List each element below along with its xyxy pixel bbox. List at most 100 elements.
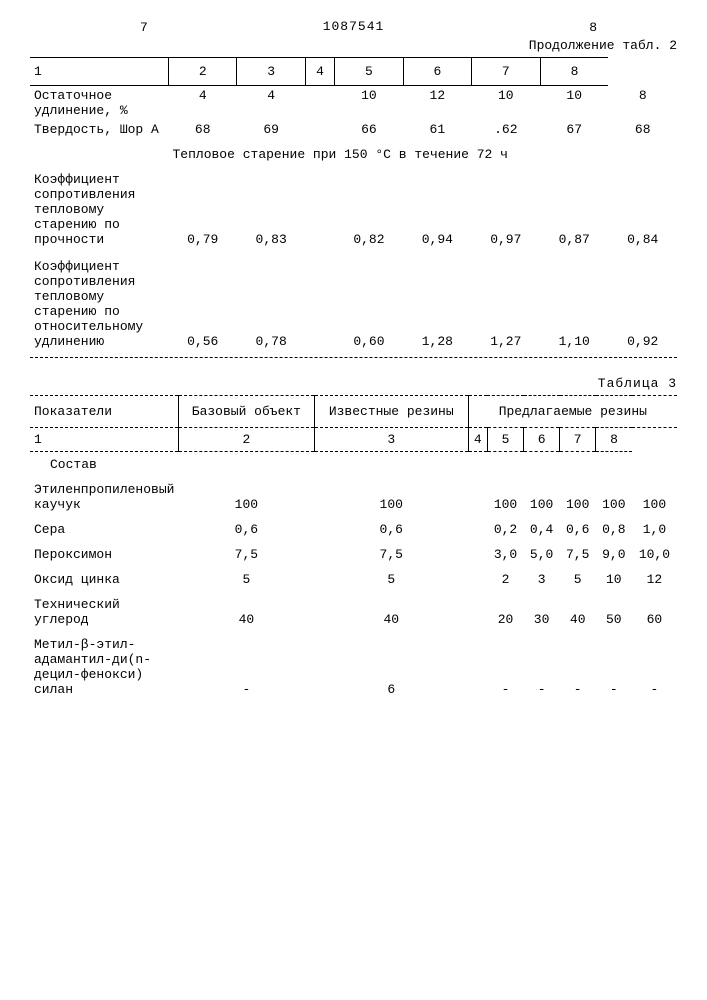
row-label: Твердость, Шор А bbox=[30, 120, 169, 139]
cell: 61 bbox=[403, 120, 471, 139]
cell: - bbox=[632, 632, 677, 702]
cell: 0,83 bbox=[237, 170, 305, 249]
cell: 0,6 bbox=[560, 517, 596, 542]
cell: 12 bbox=[632, 567, 677, 592]
t3-head-known: Известные резины bbox=[314, 396, 468, 428]
right-page-num: 8 bbox=[589, 20, 597, 35]
table-3-title: Таблица 3 bbox=[30, 376, 677, 391]
t2-col-7: 7 bbox=[472, 58, 540, 86]
t3-num-8: 8 bbox=[596, 428, 632, 452]
table-row: Сера 0,6 0,6 0,2 0,4 0,6 0,8 1,0 bbox=[30, 517, 677, 542]
section-row: Состав bbox=[30, 452, 677, 478]
cell: 0,6 bbox=[178, 517, 314, 542]
cell: 10 bbox=[540, 86, 608, 121]
t3-num-7: 7 bbox=[560, 428, 596, 452]
cell: 6 bbox=[314, 632, 468, 702]
table-3: Показатели Базовый объект Известные рези… bbox=[30, 395, 677, 702]
cell: 10 bbox=[335, 86, 403, 121]
cell: 7,5 bbox=[560, 542, 596, 567]
cell: 1,0 bbox=[632, 517, 677, 542]
cell: 12 bbox=[403, 86, 471, 121]
cell: 100 bbox=[596, 477, 632, 517]
cell: 0,82 bbox=[335, 170, 403, 249]
cell: 0,6 bbox=[314, 517, 468, 542]
cell: 0,87 bbox=[540, 170, 608, 249]
table-row: Оксид цинка 5 5 2 3 5 10 12 bbox=[30, 567, 677, 592]
cell: - bbox=[560, 632, 596, 702]
cell: 0,92 bbox=[608, 249, 677, 351]
row-label: Пероксимон bbox=[30, 542, 178, 567]
table-2-continuation: 1 2 3 4 5 6 7 8 Остаточное удлинение, % … bbox=[30, 57, 677, 351]
t3-num-3: 3 bbox=[314, 428, 468, 452]
row-label: Этиленпропиленовый каучук bbox=[30, 477, 178, 517]
row-label: Сера bbox=[30, 517, 178, 542]
cell: 1,10 bbox=[540, 249, 608, 351]
document-number: 1087541 bbox=[30, 19, 677, 34]
table-row: Пероксимон 7,5 7,5 3,0 5,0 7,5 9,0 10,0 bbox=[30, 542, 677, 567]
cell: 100 bbox=[560, 477, 596, 517]
cell: 1,28 bbox=[403, 249, 471, 351]
cell: .62 bbox=[472, 120, 540, 139]
cell bbox=[305, 86, 334, 121]
row-label: Остаточное удлинение, % bbox=[30, 86, 169, 121]
cell: 20 bbox=[487, 592, 523, 632]
heat-caption-row: Тепловое старение при 150 °С в течение 7… bbox=[30, 139, 677, 170]
t3-head-proposed: Предлагаемые резины bbox=[468, 396, 677, 428]
cell: - bbox=[524, 632, 560, 702]
cell: 1,27 bbox=[472, 249, 540, 351]
cell: 0,78 bbox=[237, 249, 305, 351]
cell: 10 bbox=[472, 86, 540, 121]
cell: 5,0 bbox=[524, 542, 560, 567]
cell: - bbox=[178, 632, 314, 702]
table-row: Коэффициент сопротивления тепловому стар… bbox=[30, 249, 677, 351]
cell: 40 bbox=[178, 592, 314, 632]
left-page-num: 7 bbox=[140, 20, 148, 35]
cell bbox=[468, 517, 487, 542]
cell: 68 bbox=[169, 120, 237, 139]
cell: 8 bbox=[608, 86, 677, 121]
t3-num-5: 5 bbox=[487, 428, 523, 452]
table-row: Метил-β-этил-адамантил-ди(n-децил-фенокс… bbox=[30, 632, 677, 702]
row-label: Технический углерод bbox=[30, 592, 178, 632]
cell: 0,94 bbox=[403, 170, 471, 249]
cell bbox=[468, 567, 487, 592]
cell: 3,0 bbox=[487, 542, 523, 567]
cell: 0,97 bbox=[472, 170, 540, 249]
table-row: Технический углерод 40 40 20 30 40 50 60 bbox=[30, 592, 677, 632]
cell: 10 bbox=[596, 567, 632, 592]
t3-head-base: Базовый объект bbox=[178, 396, 314, 428]
cell: 100 bbox=[314, 477, 468, 517]
cell bbox=[468, 477, 487, 517]
t2-col-2: 2 bbox=[169, 58, 237, 86]
cell bbox=[305, 249, 334, 351]
cell: 0,8 bbox=[596, 517, 632, 542]
t2-col-4: 4 bbox=[305, 58, 334, 86]
cell: 66 bbox=[335, 120, 403, 139]
t3-num-2: 2 bbox=[178, 428, 314, 452]
cell: 30 bbox=[524, 592, 560, 632]
cell: - bbox=[596, 632, 632, 702]
t2-col-8: 8 bbox=[540, 58, 608, 86]
cell: 100 bbox=[632, 477, 677, 517]
t2-col-3: 3 bbox=[237, 58, 305, 86]
row-label: Коэффициент сопротивления тепловому стар… bbox=[30, 170, 169, 249]
cell: 0,2 bbox=[487, 517, 523, 542]
cell: 68 bbox=[608, 120, 677, 139]
cell: 5 bbox=[560, 567, 596, 592]
cell: 100 bbox=[487, 477, 523, 517]
cell: 7,5 bbox=[314, 542, 468, 567]
row-label: Оксид цинка bbox=[30, 567, 178, 592]
t2-col-6: 6 bbox=[403, 58, 471, 86]
row-label: Метил-β-этил-адамантил-ди(n-децил-фенокс… bbox=[30, 632, 178, 702]
cell: 50 bbox=[596, 592, 632, 632]
cell: 67 bbox=[540, 120, 608, 139]
cell: 60 bbox=[632, 592, 677, 632]
t2-col-5: 5 bbox=[335, 58, 403, 86]
row-label: Коэффициент сопротивления тепловому стар… bbox=[30, 249, 169, 351]
cell: 0,79 bbox=[169, 170, 237, 249]
cell: 4 bbox=[237, 86, 305, 121]
cell: 4 bbox=[169, 86, 237, 121]
cell bbox=[468, 592, 487, 632]
t2-col-1: 1 bbox=[30, 58, 169, 86]
cell: 5 bbox=[178, 567, 314, 592]
